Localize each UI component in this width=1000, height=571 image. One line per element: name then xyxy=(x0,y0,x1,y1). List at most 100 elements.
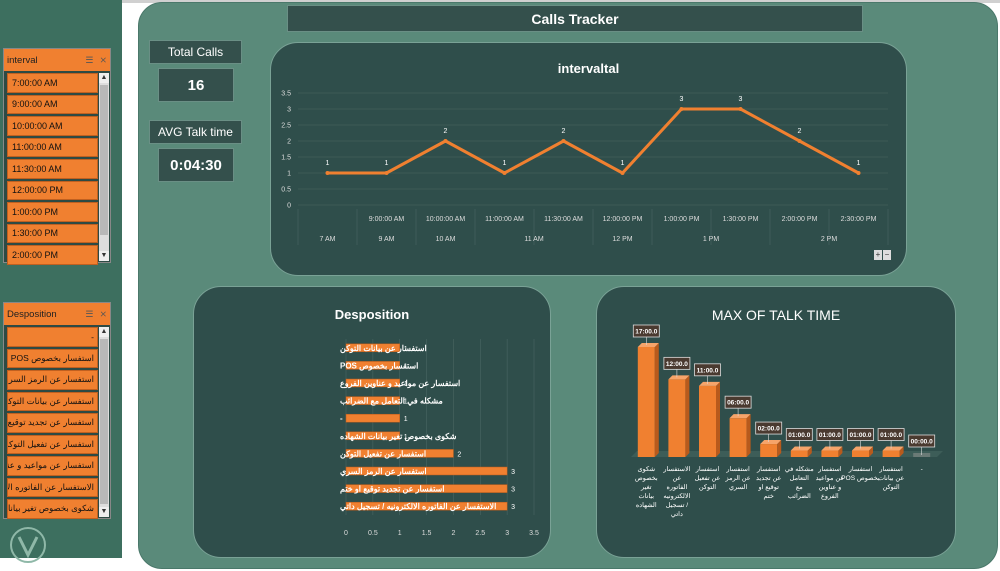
x-group-label: 2 PM xyxy=(821,236,838,243)
data-label: 3 xyxy=(511,504,515,511)
data-label: 12:00.0 xyxy=(666,361,688,368)
slicer-item[interactable]: الاستفسار عن الفاتوره الالكتر... xyxy=(7,477,98,497)
slicer-item[interactable]: 2:00:00 PM xyxy=(7,245,98,265)
clear-filter-icon[interactable]: ⨯ xyxy=(99,308,107,319)
category-label: استفسار عن مواعيد و عناوين الفروع xyxy=(816,465,845,500)
slicer-item[interactable]: استفسار عن بيانات التوكن xyxy=(7,391,98,411)
y-tick-label: 0 xyxy=(287,203,291,210)
data-label: 1 xyxy=(404,434,408,441)
data-label: 1 xyxy=(404,381,408,388)
x-tick-label: 2 xyxy=(451,530,455,537)
chart-title: intervaltal xyxy=(557,61,620,76)
multi-select-icon[interactable]: ☰ xyxy=(85,308,94,319)
data-point xyxy=(856,171,861,175)
slicer-scrollbar[interactable]: ▲ ▼ xyxy=(99,73,109,261)
sheet-gridline xyxy=(0,0,1000,3)
slicer-item[interactable]: استفسار عن تجديد توقيع او ختم xyxy=(7,413,98,433)
slicer-item[interactable]: 11:30:00 AM xyxy=(7,159,98,179)
bar xyxy=(345,413,400,423)
data-label: 2 xyxy=(798,128,802,135)
data-point xyxy=(325,171,330,175)
column-top xyxy=(699,381,720,386)
desposition-chart-card: Desposition 0 0.5 1 1.5 2 2.5 3 3.5 1 استفسار عن … xyxy=(193,286,551,558)
column-side xyxy=(869,446,873,457)
x-tick-label: 2.5 xyxy=(475,530,485,537)
slicer-item[interactable]: 11:00:00 AM xyxy=(7,137,98,157)
bar xyxy=(345,361,400,370)
data-label: 1 xyxy=(385,160,389,167)
column xyxy=(790,450,808,457)
category-label: شكوى بخصوص تغير بيانات الشهاده xyxy=(340,432,457,442)
data-point xyxy=(620,171,625,175)
scroll-down-icon[interactable]: ▼ xyxy=(99,507,109,517)
clear-filter-icon[interactable]: ⨯ xyxy=(99,54,107,65)
data-point xyxy=(797,139,802,143)
slicer-item[interactable]: 7:00:00 AM xyxy=(7,73,98,93)
y-tick-label: 1 xyxy=(287,171,291,178)
slicer-item[interactable]: استفسار بخصوص POS xyxy=(7,348,98,368)
interval-slicer[interactable]: interval ☰ ⨯ 7:00:00 AM 9:00:00 AM 10:00:00… xyxy=(3,48,111,265)
scroll-thumb[interactable] xyxy=(100,85,108,235)
column xyxy=(852,450,869,457)
collapse-icon[interactable]: − xyxy=(883,250,891,260)
slicer-item[interactable]: 12:00:00 PM xyxy=(7,180,98,200)
avg-talk-value: 0:04:30 xyxy=(158,148,234,182)
column-top xyxy=(637,343,659,347)
y-tick-label: 3 xyxy=(287,107,291,114)
category-label: مشكله في التعامل مع الضرائب xyxy=(340,397,443,407)
interval-line-chart: 00.511.522.533.59:00:00 AM 10:00:00 AM 11:… xyxy=(281,91,889,245)
data-label: 1 xyxy=(857,160,861,167)
x-tick-label: 1:30:00 PM xyxy=(723,216,759,223)
interval-chart-card: intervaltal 0 0.5 1 1.5 2 2.5 3 3.5 9:00:00 AM 10… xyxy=(270,42,907,276)
x-tick-label: 3 xyxy=(505,530,509,537)
category-label: استفسار عن مواعيد و عناوين الفروع xyxy=(340,379,460,389)
category-label: - xyxy=(921,466,923,473)
talk-time-chart-card: MAX OF TALK TIME 17:00.0 شكوى بخصوص تغير بيا… xyxy=(596,286,956,558)
slicer-item[interactable]: استفسار عن مواعيد و عناوين ... xyxy=(7,456,98,476)
scroll-up-icon[interactable]: ▲ xyxy=(99,327,109,337)
data-label: 00:00.0 xyxy=(911,439,933,446)
data-label: 2 xyxy=(457,451,461,458)
bar xyxy=(345,484,508,493)
slicer-item[interactable]: 1:00:00 PM xyxy=(7,202,98,222)
bar xyxy=(345,396,400,405)
x-tick-label: 10:00:00 AM xyxy=(426,216,465,223)
scroll-down-icon[interactable]: ▼ xyxy=(99,251,109,261)
x-tick-label: 11:30:00 AM xyxy=(544,216,583,223)
desposition-slicer[interactable]: Desposition ☰ ⨯ - استفسار بخصوص POS استفسار… xyxy=(3,302,111,519)
bar xyxy=(345,449,454,458)
slicer-header: interval ☰ ⨯ xyxy=(4,49,110,71)
data-label: 3 xyxy=(680,96,684,103)
x-tick-label: 1 xyxy=(398,530,402,537)
slicer-item[interactable]: 9:00:00 AM xyxy=(7,94,98,114)
multi-select-icon[interactable]: ☰ xyxy=(85,54,94,65)
category-label: استفسار عن تفعيل التوكن xyxy=(695,465,721,491)
expand-icon[interactable]: + xyxy=(874,250,882,260)
slicer-item[interactable]: - xyxy=(7,327,98,347)
data-point xyxy=(384,171,389,175)
slicer-item[interactable]: 10:00:00 AM xyxy=(7,116,98,136)
scroll-up-icon[interactable]: ▲ xyxy=(99,73,109,83)
page-title: Calls Tracker xyxy=(287,5,863,32)
slicer-title: Desposition xyxy=(7,308,57,320)
bar xyxy=(345,343,400,353)
column-side xyxy=(838,446,843,457)
scroll-thumb[interactable] xyxy=(100,339,108,504)
column xyxy=(760,444,778,457)
slicer-item[interactable]: استفسار عن تفعيل التوكن xyxy=(7,434,98,454)
slicer-items: - استفسار بخصوص POS استفسار عن الرمز السري… xyxy=(4,325,110,519)
x-group-label: 11 AM xyxy=(524,236,543,243)
data-label: 1 xyxy=(404,363,408,370)
slicer-scrollbar[interactable]: ▲ ▼ xyxy=(99,327,109,517)
x-tick-label: 0.5 xyxy=(368,530,378,537)
slicer-header: Desposition ☰ ⨯ xyxy=(4,303,110,325)
slicer-items: 7:00:00 AM 9:00:00 AM 10:00:00 AM 11:00:00 … xyxy=(4,71,110,265)
slicer-item[interactable]: 1:30:00 PM xyxy=(7,223,98,243)
slicer-item[interactable]: شكوى بخصوص تغير بيانات ا... xyxy=(7,499,98,519)
y-tick-label: 1.5 xyxy=(281,155,291,162)
category-label: - xyxy=(340,414,343,423)
column-top xyxy=(760,440,782,445)
data-label: 11:00.0 xyxy=(697,367,719,374)
slicer-item[interactable]: استفسار عن الرمز السري xyxy=(7,370,98,390)
